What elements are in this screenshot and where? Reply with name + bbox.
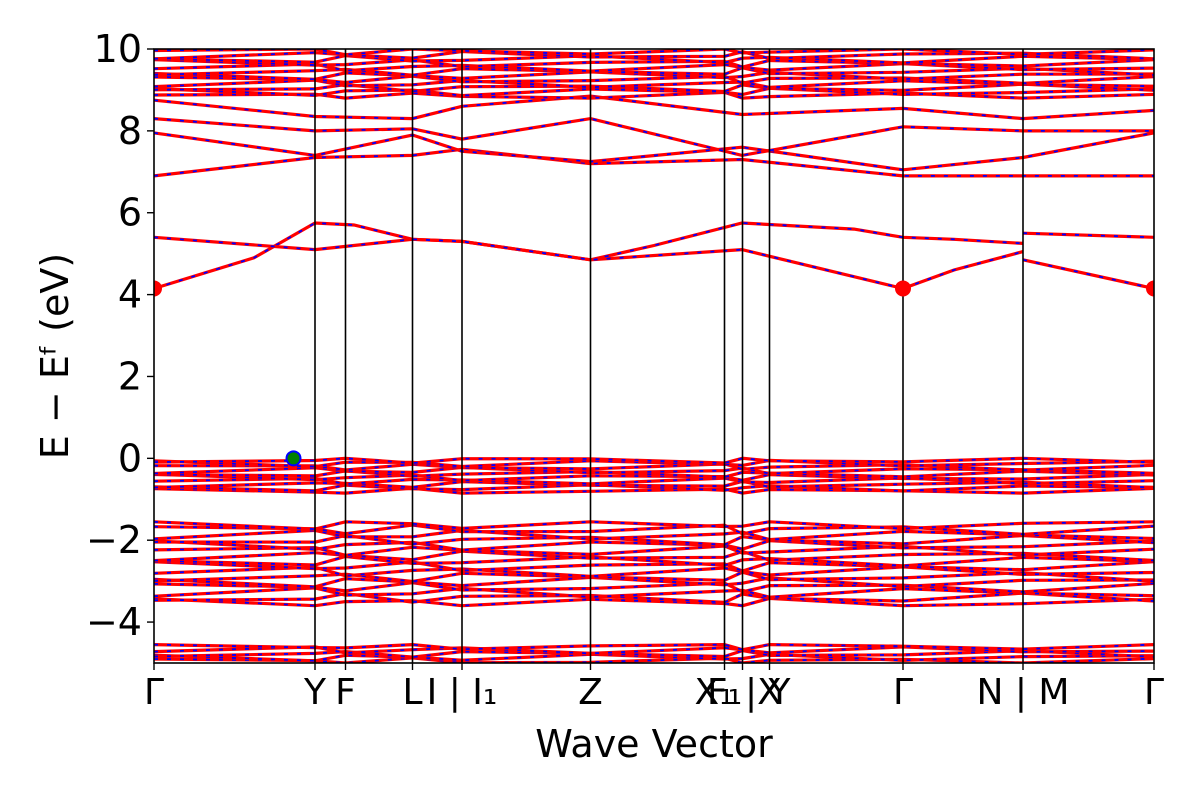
band-line-dashed bbox=[902, 250, 1024, 290]
extremum-marker bbox=[285, 450, 302, 467]
y-axis-ticks: −4 −2 0 2 4 6 8 10 bbox=[86, 27, 154, 644]
y-tick-label: 0 bbox=[118, 436, 142, 480]
band-line-dashed bbox=[1022, 258, 1154, 290]
band-line-dashed bbox=[154, 653, 1154, 662]
band-line bbox=[154, 642, 1154, 652]
kpoint-lines bbox=[314, 49, 1024, 663]
band-line-dashed bbox=[154, 79, 1154, 89]
band-line bbox=[154, 586, 1154, 599]
kpoint-label: N | M bbox=[976, 672, 1069, 713]
kpoint-label: Γ bbox=[1144, 672, 1164, 713]
band-line-dashed bbox=[154, 457, 1154, 465]
kpoint-label: X₁ | Y bbox=[694, 672, 791, 713]
y-tick-label: 2 bbox=[118, 354, 142, 398]
band-line-dashed bbox=[154, 148, 1154, 177]
band-line-dashed bbox=[154, 466, 1154, 475]
y-tick-label: 8 bbox=[118, 109, 142, 153]
band-line bbox=[154, 560, 1154, 573]
extremum-marker bbox=[154, 280, 162, 297]
kpoint-label: F bbox=[335, 672, 356, 713]
band-line bbox=[154, 221, 1024, 291]
kpoint-label: Γ bbox=[893, 672, 913, 713]
band-line bbox=[154, 58, 1154, 69]
kpoint-label: X bbox=[757, 672, 782, 713]
band-line bbox=[154, 131, 1154, 172]
band-line bbox=[154, 94, 1154, 121]
band-line bbox=[154, 554, 1154, 568]
kpoint-label: I | I₁ bbox=[427, 672, 498, 713]
band-line-dashed bbox=[154, 70, 1154, 81]
band-line-dashed bbox=[154, 95, 1154, 120]
band-line-dashed bbox=[154, 222, 1024, 290]
y-tick-label: 6 bbox=[118, 191, 142, 235]
band-line-dashed bbox=[154, 117, 1154, 157]
band-line-dashed bbox=[154, 459, 1154, 468]
band-line bbox=[154, 528, 1154, 542]
y-tick-label: 10 bbox=[94, 27, 142, 71]
kpoint-label: F₁ bbox=[707, 672, 742, 713]
extremum-marker bbox=[1146, 280, 1154, 297]
kpoint-label: L bbox=[402, 672, 422, 713]
x-axis-label: Wave Vector bbox=[535, 722, 773, 766]
y-tick-label: −4 bbox=[86, 600, 142, 644]
band-line-dashed bbox=[154, 480, 1154, 489]
band-line-dashed bbox=[154, 49, 1154, 56]
band-line-dashed bbox=[154, 54, 1154, 64]
band-line bbox=[154, 235, 904, 291]
band-line bbox=[154, 116, 1154, 158]
extremum-marker bbox=[895, 280, 911, 297]
extrema-markers bbox=[154, 280, 1154, 467]
band-line-dashed bbox=[154, 469, 1154, 479]
band-line-dashed bbox=[154, 643, 1154, 651]
plot-frame bbox=[153, 48, 1155, 664]
kpoint-label: Z bbox=[578, 672, 603, 713]
band-line-dashed bbox=[1022, 232, 1154, 239]
bands-layer bbox=[154, 49, 1154, 663]
band-line-dashed bbox=[154, 483, 1154, 492]
kpoint-label: Y bbox=[303, 672, 327, 713]
band-line bbox=[154, 520, 1154, 531]
band-line bbox=[154, 539, 1154, 552]
band-line bbox=[154, 575, 1154, 589]
band-line-dashed bbox=[154, 132, 1154, 171]
y-tick-label: −2 bbox=[86, 518, 142, 562]
band-line-dashed bbox=[154, 473, 1154, 482]
band-line-dashed bbox=[154, 87, 1154, 97]
y-axis-label: E − Eᶠ (eV) bbox=[33, 253, 77, 459]
y-tick-label: 4 bbox=[118, 273, 142, 317]
kpoint-label: Γ bbox=[144, 672, 164, 713]
band-line bbox=[154, 596, 1154, 608]
